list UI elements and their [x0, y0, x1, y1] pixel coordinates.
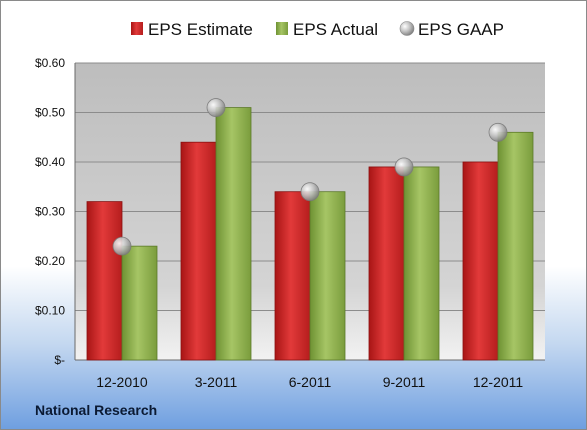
- bar-eps-actual: [121, 245, 158, 361]
- x-tick-label: 9-2011: [383, 374, 426, 390]
- marker-eps-gaap: [394, 157, 414, 177]
- x-tick-label: 12-2010: [96, 374, 148, 390]
- bar-eps-estimate: [462, 161, 499, 361]
- x-tick-label: 3-2011: [195, 374, 238, 390]
- x-tick-label: 12-2011: [473, 374, 524, 390]
- bar-eps-actual: [215, 107, 252, 361]
- legend-label: EPS GAAP: [418, 20, 504, 39]
- x-tick-label: 6-2011: [289, 374, 332, 390]
- y-tick-label: $0.10: [35, 304, 65, 318]
- bar-eps-estimate: [274, 191, 311, 361]
- y-tick-label: $0.20: [35, 254, 65, 268]
- y-tick-label: $0.40: [35, 155, 65, 169]
- bar-eps-estimate: [368, 166, 405, 361]
- marker-eps-gaap: [112, 236, 132, 256]
- marker-eps-gaap: [300, 182, 320, 202]
- y-tick-label: $0.60: [35, 56, 65, 70]
- bar-eps-actual: [403, 166, 440, 361]
- bar-eps-estimate: [86, 201, 123, 361]
- legend-swatch: [276, 22, 288, 35]
- legend-label: EPS Estimate: [148, 20, 253, 39]
- legend-swatch: [131, 22, 143, 35]
- bar-eps-estimate: [180, 141, 217, 361]
- marker-eps-gaap: [488, 122, 508, 142]
- y-tick-label: $-: [54, 353, 65, 367]
- legend-label: EPS Actual: [293, 20, 378, 39]
- footer-label: National Research: [35, 402, 158, 418]
- bar-eps-actual: [309, 191, 346, 361]
- marker-eps-gaap: [206, 98, 226, 117]
- y-tick-label: $0.30: [35, 205, 65, 219]
- bar-eps-actual: [497, 131, 534, 361]
- legend-swatch: [399, 21, 415, 36]
- y-tick-label: $0.50: [35, 106, 65, 120]
